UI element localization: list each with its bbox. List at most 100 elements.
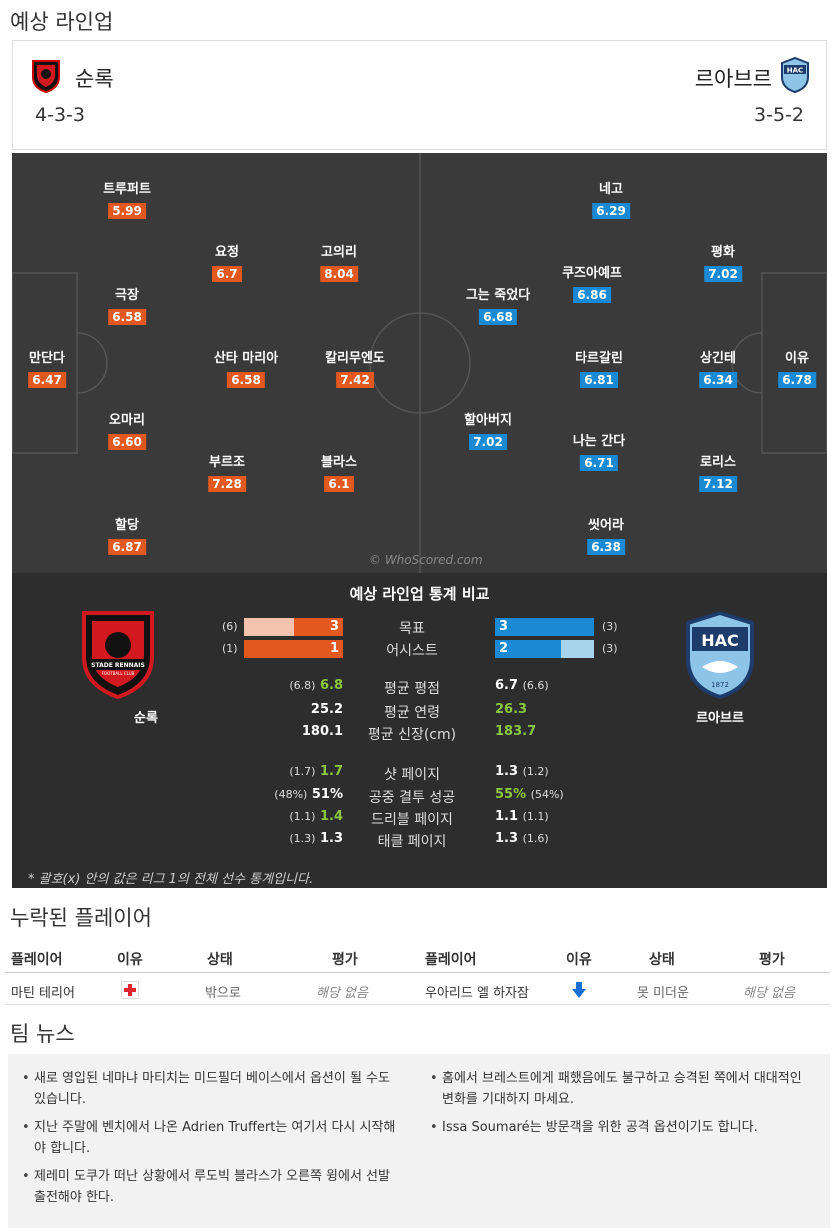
player-rating: 8.04 — [320, 266, 358, 282]
player-rating: 6.58 — [108, 309, 146, 325]
home-news-list: 새로 영입된 네마냐 마티치는 미드필더 베이스에서 옵션이 될 수도 있습니다… — [12, 1068, 404, 1215]
player-rating: 6.60 — [108, 434, 146, 450]
rennes-crest-subtext: FOOTBALL CLUB — [102, 671, 135, 676]
missing-player-rating: 해당 없음 — [743, 986, 795, 1001]
away-player[interactable]: 타르갈린 6.81 — [575, 351, 623, 388]
away-formation: 3-5-2 — [754, 104, 804, 126]
stat-label-goals: 목표 — [399, 621, 425, 637]
home-player[interactable]: 극장 6.58 — [108, 284, 146, 325]
home-player[interactable]: 칼리무엔도 7.42 — [325, 351, 385, 388]
home-assists-bar: 1 — [244, 640, 343, 658]
away-player[interactable]: 네고 6.29 — [592, 178, 630, 219]
col-header-player: 플레이어 — [11, 952, 63, 968]
away-player[interactable]: 로리스 7.12 — [699, 455, 737, 492]
list-item: Issa Soumaré는 방문객을 위한 공격 옵션이기도 합니다. — [420, 1117, 816, 1138]
away-team-label: 르아브르 — [696, 711, 744, 726]
col-header-reason: 이유 — [117, 952, 143, 968]
lineup-header: 순록 4-3-3 르아브르 HAC 3-5-2 — [12, 40, 827, 150]
player-rating: 6.34 — [699, 372, 737, 388]
home-player[interactable]: 블라스 6.1 — [321, 455, 357, 492]
home-stat-value: (1.7) 1.7 — [289, 764, 343, 779]
rennes-crest-icon — [31, 59, 61, 94]
away-stat-value: 1.1 (1.1) — [495, 809, 549, 824]
away-player[interactable]: 할아버지 7.02 — [464, 413, 512, 450]
player-rating: 6.68 — [479, 309, 517, 325]
home-player[interactable]: 오마리 6.60 — [108, 413, 146, 450]
player-rating: 6.7 — [212, 266, 242, 282]
away-goals-bar-fill — [495, 618, 594, 636]
home-player[interactable]: 요정 6.7 — [212, 241, 242, 282]
stat-label: 드리블 페이지 — [371, 812, 453, 828]
away-goals-bar: 3 — [495, 618, 594, 636]
away-news-list: 홈에서 브레스트에게 패했음에도 불구하고 승격된 쪽에서 대대적인 변화를 기… — [420, 1068, 816, 1145]
home-formation: 4-3-3 — [35, 104, 85, 126]
home-stat-value: (6.8) 6.8 — [289, 678, 343, 693]
away-player[interactable]: 평화 7.02 — [704, 241, 742, 282]
lineup-pitch: 트루퍼트 5.99 극장 6.58 만단다 6.47 오마리 6.60 할당 6.87 요… — [12, 153, 827, 573]
missing-player-rating: 해당 없음 — [316, 986, 368, 1001]
away-player[interactable]: 상긴테 6.34 — [699, 351, 737, 388]
stat-label: 공중 결투 성공 — [368, 790, 456, 806]
missing-player-status: 못 미더운 — [637, 986, 689, 1001]
away-player[interactable]: 씻어라 6.38 — [587, 518, 625, 555]
missing-player-status: 밖으로 — [205, 986, 241, 1001]
home-goals-bar: 3 — [244, 618, 343, 636]
stats-title: 예상 라인업 통계 비교 — [349, 585, 490, 603]
home-goals-bar-fill — [293, 618, 343, 636]
away-goals-value: 3 — [499, 619, 509, 634]
col-header-status: 상태 — [649, 952, 675, 968]
stat-label-assists: 어시스트 — [386, 643, 438, 659]
player-rating: 6.58 — [227, 372, 265, 388]
team-news-panel: 새로 영입된 네마냐 마티치는 미드필더 베이스에서 옵션이 될 수도 있습니다… — [8, 1054, 830, 1228]
home-team-name[interactable]: 순록 — [75, 67, 114, 91]
player-rating: 6.47 — [28, 372, 66, 388]
home-player[interactable]: 산타 마리아 6.58 — [213, 351, 279, 388]
away-assists-league: (3) — [602, 642, 618, 655]
home-goals-league: (6) — [222, 620, 238, 633]
home-goals-value: 3 — [329, 619, 339, 634]
home-stat-value: 25.2 — [310, 702, 343, 717]
missing-player-name[interactable]: 마틴 테리어 — [11, 986, 75, 1001]
home-player[interactable]: 할당 6.87 — [108, 514, 146, 555]
player-rating: 6.71 — [580, 455, 618, 471]
away-stat-value: 183.7 — [495, 724, 537, 739]
away-player[interactable]: 그는 죽었다 6.68 — [465, 288, 531, 325]
team-news-title: 팀 뉴스 — [10, 1022, 75, 1046]
stat-label: 평균 평점 — [384, 681, 440, 697]
stat-label: 태클 페이지 — [377, 834, 447, 850]
hac-large-crest-icon: HAC 1872 — [684, 610, 756, 700]
away-stat-value: 6.7 (6.6) — [495, 678, 549, 693]
player-rating: 7.02 — [469, 434, 507, 450]
table-row: 마틴 테리어 밖으로 해당 없음 우아리드 엘 하자잠 못 미더운 해당 없음 — [5, 975, 830, 1005]
player-rating: 6.87 — [108, 539, 146, 555]
away-player[interactable]: 나는 간다 6.71 — [572, 434, 626, 471]
away-player[interactable]: 쿠즈아예프 6.86 — [562, 266, 622, 303]
away-stat-value: 55% (54%) — [495, 787, 564, 802]
home-team-label: 순록 — [134, 711, 158, 726]
away-team-name[interactable]: 르아브르 — [694, 67, 772, 91]
home-player[interactable]: 고의리 8.04 — [320, 245, 358, 282]
arrow-down-icon — [571, 981, 587, 1003]
player-rating: 5.99 — [108, 203, 146, 219]
missing-player-name[interactable]: 우아리드 엘 하자잠 — [425, 986, 529, 1001]
away-stat-value: 1.3 (1.2) — [495, 764, 549, 779]
away-assists-bar-fill — [495, 640, 562, 658]
whoscored-watermark: © WhoScored.com — [369, 553, 483, 567]
injury-cross-icon — [121, 981, 139, 1003]
player-rating: 7.28 — [208, 476, 246, 492]
home-player[interactable]: 부르조 7.28 — [208, 455, 246, 492]
list-item: 제레미 도쿠가 떠난 상황에서 루도빅 블라스가 오른쪽 윙에서 선발 출전해야… — [12, 1166, 404, 1208]
stats-footnote: * 괄호(x) 안의 값은 리그 1의 전체 선수 통계입니다. — [28, 872, 314, 887]
home-player[interactable]: 트루퍼트 5.99 — [103, 182, 151, 219]
stat-label: 평균 연령 — [384, 705, 440, 721]
home-stat-value: (1.1) 1.4 — [289, 809, 343, 824]
home-player[interactable]: 만단다 6.47 — [28, 351, 66, 388]
hac-crest-year: 1872 — [711, 681, 729, 689]
stat-label: 평균 신장(cm) — [367, 727, 457, 743]
col-header-rating: 평가 — [332, 952, 358, 968]
away-player[interactable]: 이유 6.78 — [778, 347, 816, 388]
rennes-large-crest-icon: STADE RENNAIS FOOTBALL CLUB — [80, 609, 156, 701]
list-item: 새로 영입된 네마냐 마티치는 미드필더 베이스에서 옵션이 될 수도 있습니다… — [12, 1068, 404, 1110]
player-rating: 6.78 — [778, 372, 816, 388]
lineup-stats-comparison: 예상 라인업 통계 비교 STADE RENNAIS FOOTBALL CLUB… — [12, 573, 827, 888]
